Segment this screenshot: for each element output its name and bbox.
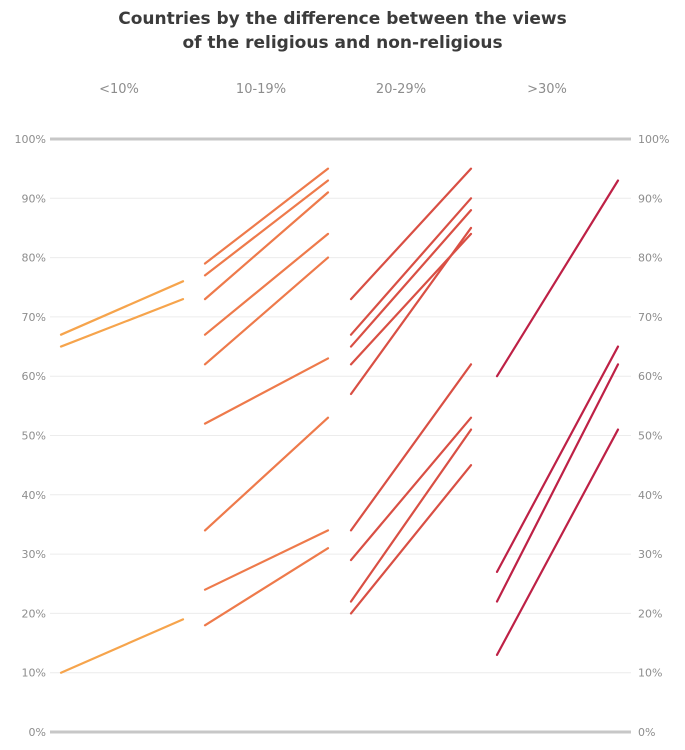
slope-line[interactable] [349,416,473,562]
y-tick-label-left: 100% [15,133,46,146]
group-header-over-30: >30% [527,82,567,97]
y-tick-label-left: 70% [22,311,46,324]
slope-line[interactable] [203,416,330,532]
y-tick-label-right: 40% [638,489,662,502]
slope-line[interactable] [203,179,330,277]
group-header-20-29: 20-29% [375,82,427,97]
y-tick-label-left: 40% [22,489,46,502]
y-tick-label-right: 60% [638,370,662,383]
y-tick-label-left: 10% [22,667,46,680]
chart-title-line1: Countries by the difference between the … [118,9,567,29]
slope-line[interactable] [495,179,620,378]
slope-line[interactable] [203,167,330,265]
slope-line[interactable] [59,298,185,348]
y-tick-label-right: 20% [638,607,662,620]
y-tick-label-right: 10% [638,667,662,680]
slope-line[interactable] [349,232,473,366]
slope-line[interactable] [203,232,330,336]
y-tick-label-left: 0% [29,726,46,739]
y-tick-label-right: 70% [638,311,662,324]
group-header-under-10: <10% [99,82,139,97]
slope-line[interactable] [203,529,330,591]
slope-line[interactable] [203,357,330,425]
slope-line[interactable] [59,618,185,674]
slope-line[interactable] [495,428,620,657]
y-tick-label-left: 20% [22,607,46,620]
y-tick-label-left: 50% [22,430,46,443]
slope-line[interactable] [203,256,330,366]
slope-line[interactable] [495,363,620,603]
slope-line[interactable] [349,464,473,615]
y-tick-label-left: 60% [22,370,46,383]
slope-line[interactable] [59,280,185,336]
chart-title: Countries by the difference between the … [0,7,685,55]
slope-line[interactable] [349,209,473,348]
y-tick-label-left: 80% [22,252,46,265]
slope-line[interactable] [203,547,330,627]
slope-line[interactable] [349,428,473,603]
y-tick-label-right: 80% [638,252,662,265]
y-tick-label-right: 50% [638,430,662,443]
slope-line[interactable] [349,167,473,301]
slope-line[interactable] [349,363,473,532]
slope-line[interactable] [349,197,473,336]
chart-title-line2: of the religious and non-religious [182,33,503,53]
group-header-10-19: 10-19% [235,82,287,97]
y-tick-label-left: 90% [22,192,46,205]
y-tick-label-right: 0% [638,726,655,739]
y-tick-label-right: 100% [638,133,669,146]
slope-line[interactable] [495,345,620,573]
slope-line[interactable] [203,191,330,301]
y-tick-label-left: 30% [22,548,46,561]
y-tick-label-right: 90% [638,192,662,205]
y-tick-label-right: 30% [638,548,662,561]
